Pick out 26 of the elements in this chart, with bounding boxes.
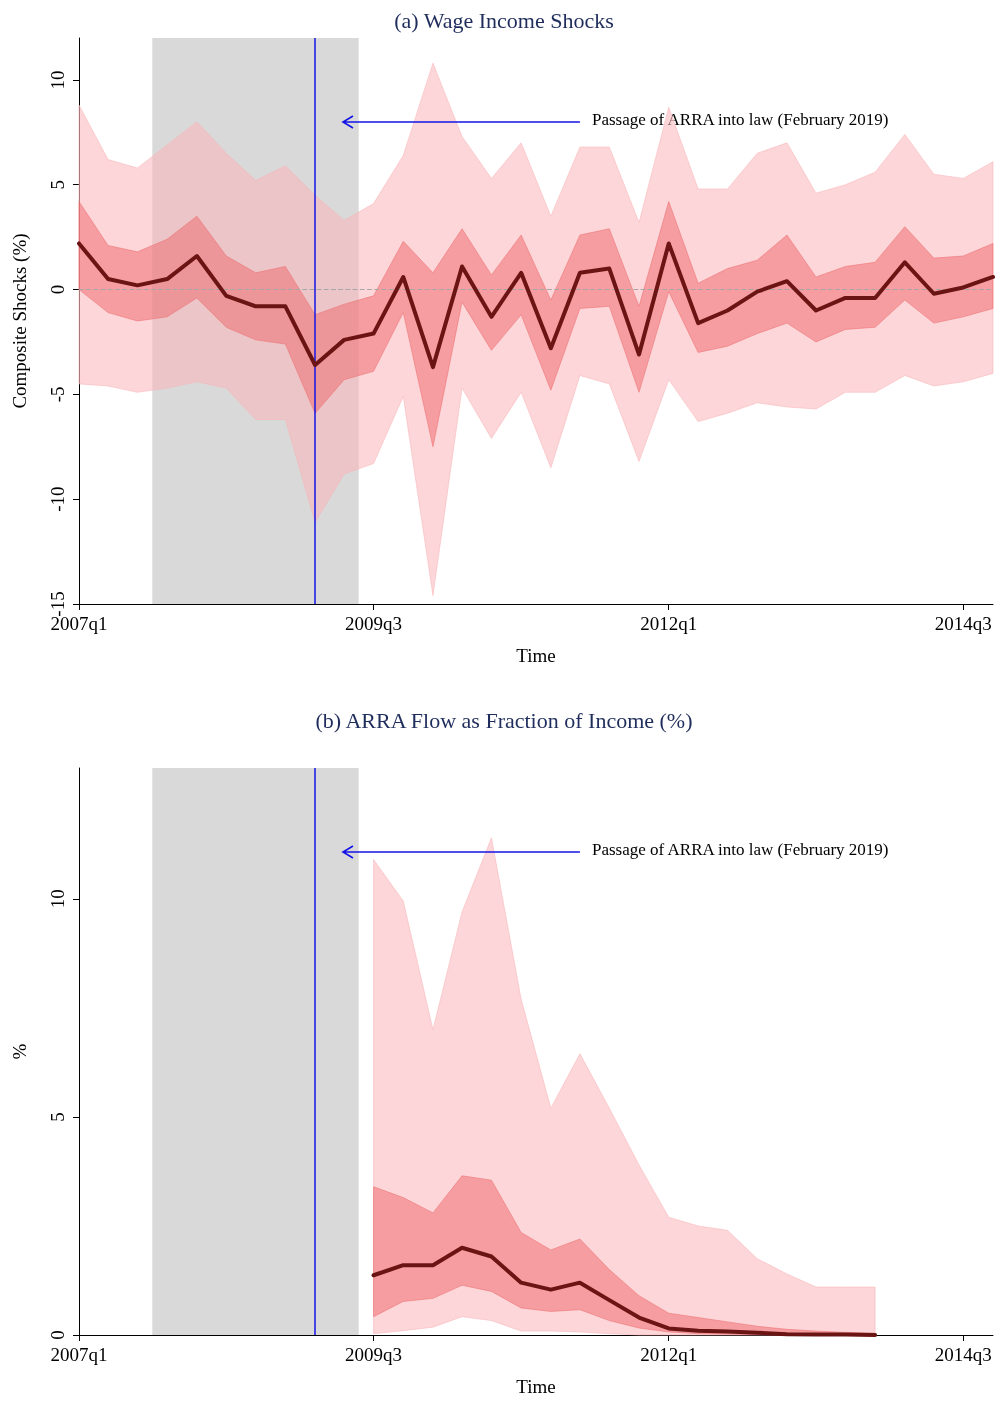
chart-title: (a) Wage Income Shocks	[394, 7, 614, 33]
x-axis-title: Time	[516, 1376, 556, 1397]
x-tick-label: 2009q3	[345, 613, 403, 634]
y-tick-label: -10	[47, 486, 68, 512]
line-series	[77, 241, 995, 370]
y-tick-label: 5	[47, 1112, 68, 1122]
chart-title: (b) ARRA Flow as Fraction of Income (%)	[315, 707, 693, 733]
y-tick-label: -5	[47, 386, 68, 403]
y-tick-label: 0	[47, 1330, 68, 1340]
y-tick-label: -15	[47, 591, 68, 617]
y-tick-label: 0	[47, 284, 68, 295]
y-tick-label: 10	[47, 889, 68, 909]
y-axis-title: Composite Shocks (%)	[9, 233, 31, 409]
x-tick-label: 2012q1	[640, 613, 698, 634]
y-tick-label: 10	[47, 70, 68, 90]
x-tick-label: 2009q3	[345, 1344, 403, 1365]
annotation: Passage of ARRA into law (February 2019)	[592, 110, 889, 129]
x-tick-label: 2014q3	[934, 1344, 992, 1365]
line-series	[371, 1245, 878, 1337]
x-axis-title: Time	[516, 645, 556, 666]
y-tick-label: 5	[47, 179, 68, 190]
x-tick-label: 2012q1	[640, 1344, 698, 1365]
annotation: Passage of ARRA into law (February 2019)	[592, 840, 889, 859]
x-tick-label: 2014q3	[934, 613, 992, 634]
y-axis-title: %	[9, 1043, 30, 1060]
x-tick-label: 2007q1	[50, 1344, 108, 1365]
